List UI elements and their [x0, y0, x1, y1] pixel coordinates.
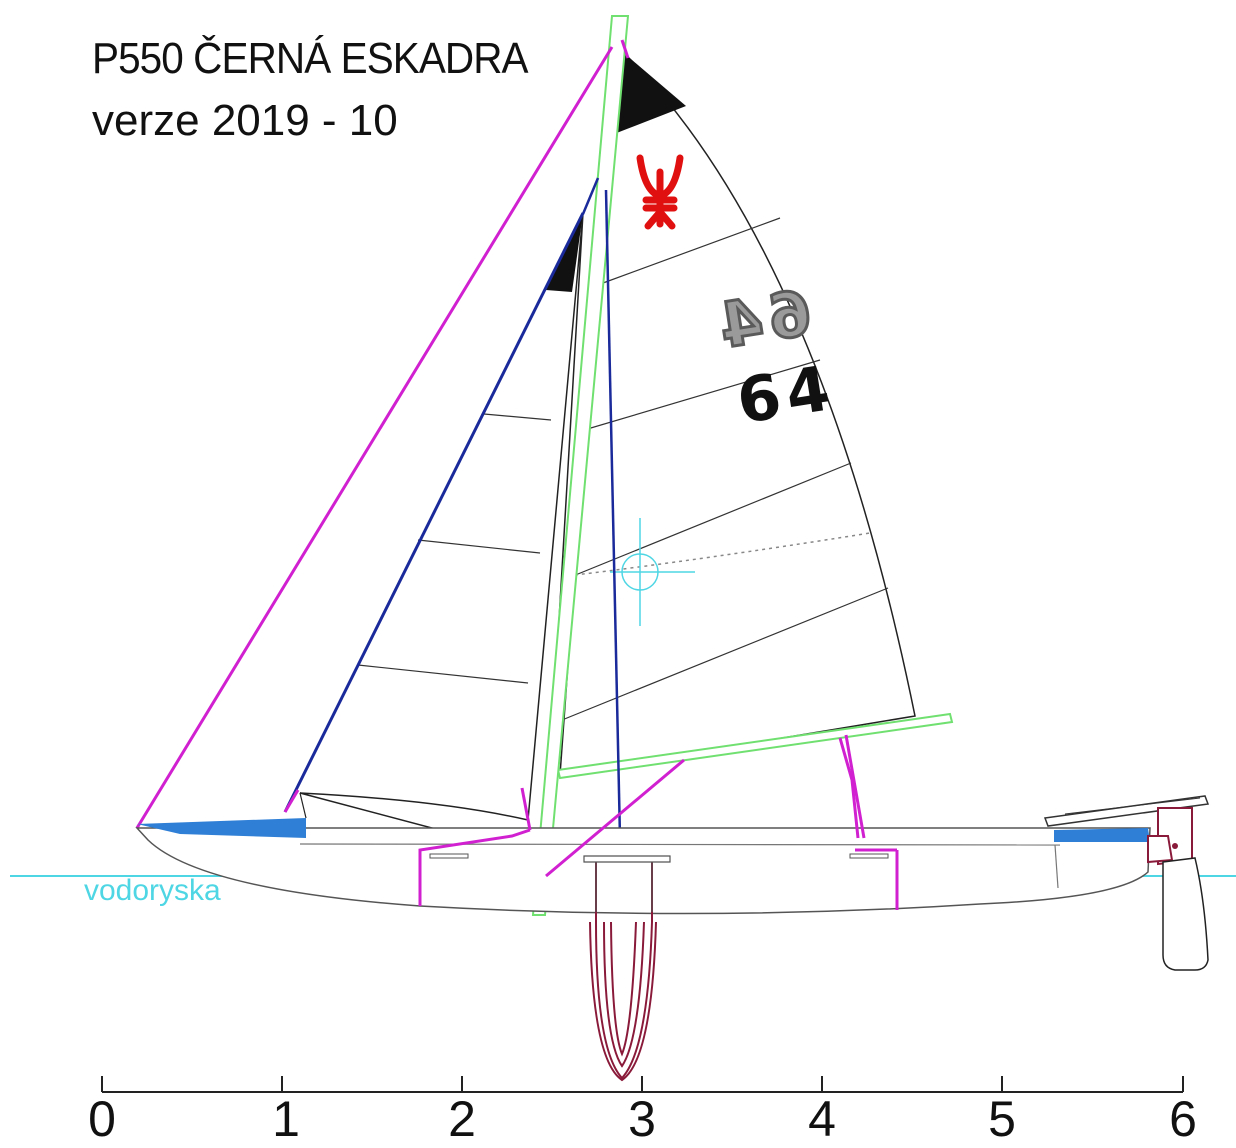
centreboard	[589, 860, 657, 1082]
deck-fitting-right	[849, 853, 889, 859]
scale-label-4: 4	[808, 1091, 836, 1147]
stern-deck-accent	[1054, 828, 1150, 842]
mast	[531, 15, 630, 916]
centreboard-case	[583, 855, 671, 863]
red-trident-emblem	[636, 154, 684, 230]
scale-label-0: 0	[88, 1091, 116, 1147]
jib-halyard	[581, 177, 600, 215]
main-halyard	[604, 189, 622, 839]
scale-bar	[101, 1076, 1184, 1093]
trim-line-dotted	[574, 532, 871, 576]
deck-fitting-left	[429, 853, 469, 859]
scale-label-3: 3	[628, 1091, 656, 1147]
jib-tack-strap	[283, 789, 300, 813]
centreboard-trunk	[595, 862, 653, 912]
waterline-label: vodoryska	[84, 874, 221, 907]
hull	[135, 827, 1151, 915]
jib-sail	[299, 212, 584, 859]
deck-line	[299, 843, 1061, 846]
scale-label-5: 5	[988, 1091, 1016, 1147]
title-line-2: verze 2019 - 10	[92, 96, 398, 145]
main-head-patch	[614, 54, 686, 134]
title-line-1: P550 ČERNÁ ESKADRA	[92, 34, 529, 83]
rudder-assembly	[1043, 795, 1210, 971]
bow-deck-accent	[137, 818, 306, 838]
transom-line	[1054, 844, 1059, 889]
masthead-detail	[620, 39, 630, 59]
jib-battens	[357, 413, 552, 684]
scale-label-1: 1	[272, 1091, 300, 1147]
scale-label-6: 6	[1169, 1091, 1197, 1147]
deck-hardware	[418, 734, 899, 910]
jib-luff-wire	[283, 212, 585, 813]
main-sail	[559, 53, 916, 776]
sail-number: 64	[732, 350, 841, 439]
jib-foot-curve	[299, 792, 307, 819]
forestay	[135, 46, 614, 829]
centre-of-effort-marker	[610, 518, 695, 626]
scale-label-2: 2	[448, 1091, 476, 1147]
boom	[556, 712, 954, 780]
